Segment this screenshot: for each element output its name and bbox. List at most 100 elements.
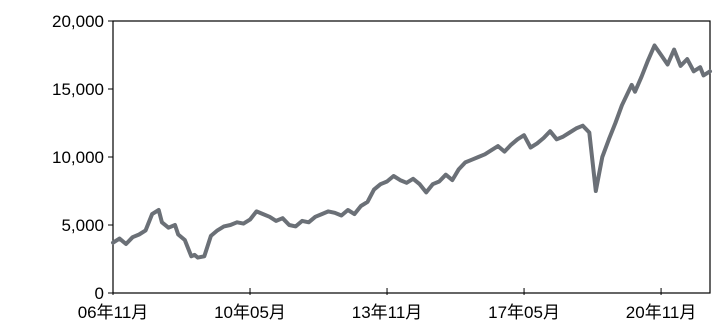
data-point	[359, 204, 363, 208]
data-point	[630, 83, 634, 87]
data-point	[320, 212, 324, 216]
data-point	[117, 237, 122, 241]
x-tick-label: 17年05月	[488, 303, 560, 322]
data-point	[431, 182, 435, 186]
data-point	[542, 136, 546, 140]
data-point	[346, 208, 350, 212]
data-point	[672, 48, 676, 52]
x-tick-label: 20年11月	[626, 303, 697, 322]
data-point	[333, 211, 337, 215]
data-point	[137, 232, 141, 237]
y-tick-label: 5,000	[61, 216, 104, 235]
data-point	[463, 160, 467, 164]
data-point	[398, 178, 402, 182]
data-point	[496, 144, 500, 148]
series-layer	[111, 43, 712, 260]
data-point	[176, 232, 180, 237]
data-point	[405, 181, 409, 185]
data-point	[548, 129, 552, 133]
data-point	[522, 133, 526, 137]
data-point	[372, 188, 376, 192]
data-point	[698, 65, 702, 69]
series-line	[111, 43, 712, 260]
x-tick-label: 06年11月	[78, 303, 149, 322]
y-tick-label: 0	[95, 284, 104, 303]
data-point	[196, 256, 200, 260]
data-point	[483, 152, 487, 156]
data-point	[515, 137, 520, 141]
plot-area-frame	[112, 20, 711, 294]
x-tick-label: 13年11月	[352, 303, 423, 322]
data-point	[574, 126, 578, 130]
data-point	[352, 212, 356, 216]
data-point	[166, 226, 171, 230]
data-point	[150, 212, 154, 216]
data-point	[189, 254, 193, 258]
data-point	[450, 178, 454, 182]
data-point	[254, 209, 259, 213]
data-point	[502, 150, 507, 154]
data-point	[385, 179, 389, 184]
data-point	[183, 238, 187, 242]
data-point	[294, 224, 298, 228]
x-tick-label: 10年05月	[214, 303, 286, 322]
data-point	[679, 64, 683, 68]
data-point	[587, 130, 591, 135]
x-axis-ticks: 06年11月 10年05月 13年11月 17年05月 20年11月	[78, 288, 697, 322]
y-tick-label: 15,000	[52, 80, 104, 99]
data-point	[457, 167, 461, 171]
data-point	[326, 209, 330, 213]
data-point	[261, 212, 265, 216]
data-point	[685, 57, 689, 61]
data-point	[701, 73, 706, 77]
data-point	[424, 190, 428, 194]
y-tick-label: 10,000	[52, 148, 104, 167]
data-point	[202, 254, 206, 258]
data-point	[652, 43, 657, 48]
data-point	[339, 213, 343, 218]
data-point	[300, 219, 304, 223]
data-point	[437, 179, 441, 184]
data-point	[268, 215, 272, 219]
data-point	[248, 218, 252, 222]
data-point	[131, 235, 135, 239]
data-point	[639, 75, 644, 79]
data-point	[378, 182, 383, 186]
data-point	[568, 130, 572, 135]
y-tick-label: 20,000	[52, 12, 104, 31]
data-point	[476, 155, 480, 159]
data-point	[144, 228, 148, 232]
data-point	[281, 216, 285, 220]
data-point	[307, 220, 311, 224]
data-point	[666, 62, 670, 67]
data-point	[173, 223, 177, 227]
data-point	[241, 222, 246, 226]
data-point	[535, 141, 539, 145]
data-point	[509, 143, 513, 147]
data-point	[313, 215, 317, 219]
data-point	[620, 103, 624, 107]
data-point	[111, 241, 115, 245]
data-point	[581, 124, 585, 128]
data-point	[418, 182, 422, 186]
data-point	[392, 174, 396, 178]
data-point	[235, 220, 239, 224]
data-point	[555, 137, 559, 141]
data-point	[692, 69, 696, 73]
data-point	[365, 200, 370, 204]
y-axis-ticks: 0 5,000 10,000 15,000 20,000	[52, 12, 113, 303]
data-point	[160, 220, 164, 224]
data-point	[222, 224, 226, 228]
data-point	[287, 223, 291, 227]
data-point	[209, 234, 213, 238]
data-point	[600, 155, 604, 159]
data-point	[470, 158, 474, 162]
data-point	[124, 242, 128, 246]
data-point	[613, 121, 618, 125]
data-point	[594, 189, 598, 193]
data-point	[529, 145, 533, 150]
data-point	[157, 208, 161, 212]
data-point	[489, 148, 493, 152]
